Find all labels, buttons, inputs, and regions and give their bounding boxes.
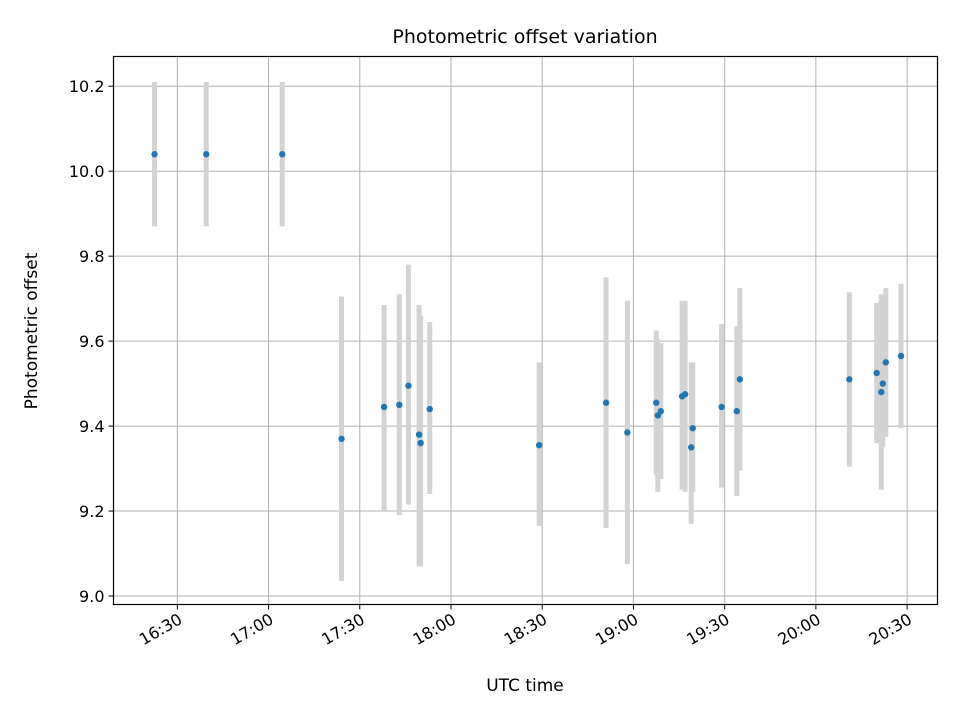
y-tick-label: 9.0 xyxy=(79,587,104,606)
data-point xyxy=(873,369,880,377)
data-point xyxy=(878,388,885,396)
data-point xyxy=(415,431,423,438)
data-point xyxy=(380,403,388,411)
data-point xyxy=(736,376,744,383)
data-point xyxy=(681,391,689,398)
y-axis: 9.0 9.2 9.4 9.6 9.8 10.0 10.2 xyxy=(69,77,114,606)
data-point xyxy=(338,435,345,443)
plot-frame xyxy=(112,55,939,606)
data-point xyxy=(203,151,210,158)
data-point xyxy=(879,380,886,387)
data-point xyxy=(718,403,725,411)
data-point xyxy=(279,151,286,158)
y-tick-label: 9.4 xyxy=(79,417,104,436)
data-point xyxy=(405,382,412,389)
data-point xyxy=(657,408,665,415)
data-point xyxy=(733,408,741,415)
data-point xyxy=(653,399,660,406)
data-point xyxy=(417,439,424,447)
y-tick-label: 10.2 xyxy=(69,77,105,96)
data-point xyxy=(426,405,433,413)
data-point xyxy=(602,399,610,406)
data-point xyxy=(396,401,403,409)
y-tick-label: 9.8 xyxy=(79,247,104,266)
y-tick-label: 9.2 xyxy=(79,502,104,521)
data-point xyxy=(535,441,543,449)
grid xyxy=(113,56,938,605)
data-point xyxy=(897,352,905,360)
chart-title: Photometric offset variation xyxy=(392,26,657,48)
y-axis-title: Photometric offset xyxy=(22,252,42,409)
data-point xyxy=(846,376,853,383)
y-tick-label: 10.0 xyxy=(69,162,105,181)
data-point xyxy=(151,151,158,158)
data-point xyxy=(689,425,696,432)
x-axis-title: UTC time xyxy=(486,676,564,696)
data-point xyxy=(882,359,890,366)
data-point xyxy=(688,444,695,451)
y-tick-label: 9.6 xyxy=(79,332,104,351)
data-points xyxy=(151,151,905,451)
data-point xyxy=(624,429,631,436)
